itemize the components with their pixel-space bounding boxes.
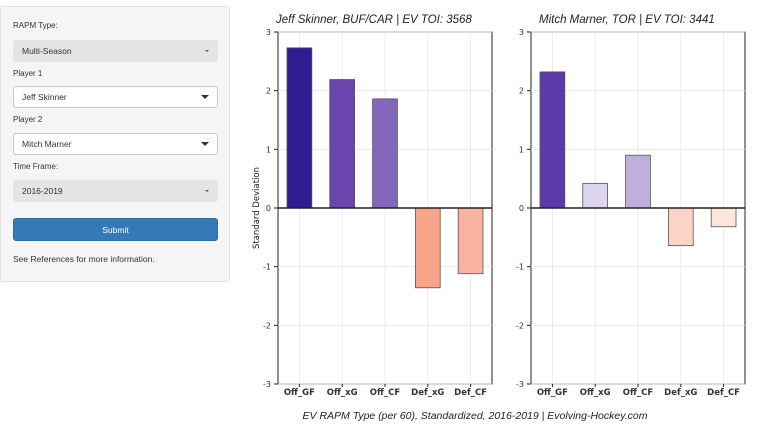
x-tick-label: Off_xG	[327, 388, 358, 398]
y-tick-label: -1	[263, 263, 271, 272]
chevron-down-icon	[201, 142, 209, 146]
rapm-type-value: Multi-Season	[22, 46, 72, 56]
y-tick-label: -2	[263, 321, 271, 330]
y-tick-label: 3	[519, 28, 524, 37]
y-tick-label: -2	[516, 321, 524, 330]
chart-footer-caption: EV RAPM Type (per 60), Standardized, 201…	[302, 410, 648, 422]
timeframe-select[interactable]: 2016-2019	[13, 180, 218, 202]
timeframe-value: 2016-2019	[22, 186, 63, 196]
player1-value: Jeff Skinner	[22, 92, 67, 102]
bar-off-xg	[329, 79, 356, 209]
bar-def-cf	[457, 207, 484, 275]
chart-title-player2: Mitch Marner, TOR | EV TOI: 3441	[539, 14, 715, 26]
y-tick-label: 0	[266, 204, 271, 213]
y-tick-label: 2	[266, 87, 271, 96]
player2-value: Mitch Marner	[22, 139, 72, 149]
y-tick-label: 1	[266, 145, 271, 154]
submit-button[interactable]: Submit	[13, 218, 218, 241]
x-tick-label: Off_CF	[370, 388, 401, 398]
x-tick-label: Off_xG	[580, 388, 611, 398]
bar-off-gf	[539, 71, 566, 209]
bar-off-cf	[625, 154, 651, 209]
x-tick-label: Def_CF	[454, 388, 487, 398]
y-tick-label: -1	[516, 263, 524, 272]
bar-def-xg	[667, 207, 694, 246]
player2-label: Player 2	[13, 115, 43, 124]
bar-off-gf	[286, 47, 313, 209]
chart-player2: 3 2 1 0 -1 -2 -3 Off_GF Off_xG Off_CF Def_xG Def_CF	[516, 28, 746, 398]
bar-def-xg	[414, 207, 441, 289]
chevron-down-icon	[205, 50, 209, 52]
rapm-type-label: RAPM Type:	[13, 21, 58, 30]
x-tick-label: Off_GF	[537, 388, 568, 398]
y-tick-label: 2	[519, 87, 524, 96]
player1-select[interactable]: Jeff Skinner	[13, 86, 218, 108]
y-axis-label: Standard Deviation	[252, 167, 262, 249]
timeframe-label: Time Frame:	[13, 162, 59, 171]
player2-select[interactable]: Mitch Marner	[13, 133, 218, 155]
player1-label: Player 1	[13, 69, 43, 78]
x-tick-label: Def_CF	[707, 388, 740, 398]
y-tick-label: 1	[519, 145, 524, 154]
chart-player1: 3 2 1 0 -1 -2 -3 Off_GF Off_xG Off_CF Def_xG Def_CF…	[252, 28, 493, 398]
bar-def-cf	[710, 207, 737, 228]
chevron-down-icon	[205, 190, 209, 192]
bar-off-cf	[372, 98, 398, 209]
chevron-down-icon	[201, 95, 209, 99]
x-tick-label: Off_GF	[284, 388, 315, 398]
x-tick-label: Off_CF	[623, 388, 654, 398]
rapm-type-select[interactable]: Multi-Season	[13, 40, 218, 62]
x-tick-label: Def_xG	[664, 388, 697, 398]
y-tick-label: 3	[266, 28, 271, 37]
sidebar-panel: RAPM Type: Multi-Season Player 1 Jeff Sk…	[0, 6, 230, 282]
y-tick-label: -3	[516, 380, 524, 389]
y-tick-label: -3	[263, 380, 271, 389]
references-help-text: See References for more information.	[13, 254, 155, 264]
y-tick-label: 0	[519, 204, 524, 213]
x-tick-label: Def_xG	[411, 388, 444, 398]
bar-off-xg	[582, 182, 609, 209]
chart-title-player1: Jeff Skinner, BUF/CAR | EV TOI: 3568	[276, 14, 472, 26]
